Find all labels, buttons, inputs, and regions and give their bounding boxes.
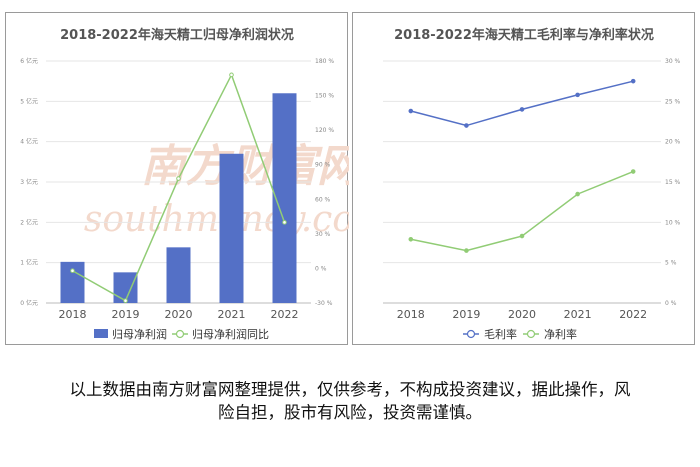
disclaimer-line-2: 险自担，股市有风险，投资需谨慎。	[218, 403, 482, 422]
series-point-0	[519, 107, 525, 112]
margin-chart: 2018-2022年海天精工毛利率与净利率状况 0 % 5 % 10 % 15 % 20 …	[383, 27, 681, 341]
y-right-tick: 30 %	[315, 231, 331, 238]
legend-bar-swatch	[94, 329, 108, 338]
disclaimer: 以上数据由南方财富网整理提供，仅供参考，不构成投资建议，据此操作，风 险自担，股…	[0, 378, 700, 424]
legend-label-0: 毛利率	[484, 327, 517, 341]
x-tick-label: 2020	[165, 308, 193, 321]
series-point-0	[630, 78, 636, 84]
y-right-tick: -30 %	[315, 300, 333, 307]
watermark-en: southmoney.com	[84, 199, 349, 240]
y-left-tick: 0 亿元	[20, 299, 38, 307]
yoy-point	[70, 268, 75, 274]
yoy-point	[176, 176, 181, 181]
x-tick-label: 2021	[218, 308, 246, 321]
x-tick-label: 2022	[619, 308, 647, 321]
series-point-0	[575, 92, 580, 98]
y-left-tick: 2 亿元	[20, 218, 38, 226]
y-right-tick: 15 %	[665, 179, 681, 186]
yoy-point	[282, 220, 287, 225]
series-point-1	[519, 233, 525, 239]
series-point-1	[630, 169, 636, 174]
x-tick-label: 2019	[112, 308, 140, 321]
chart-title: 2018-2022年海天精工毛利率与净利率状况	[394, 27, 654, 43]
y-left-tick: 5 亿元	[20, 97, 38, 105]
series-line-1	[410, 170, 634, 252]
y-right-tick: 25 %	[665, 98, 681, 105]
x-tick-label: 2019	[452, 308, 480, 321]
legend-marker-1	[526, 329, 536, 339]
x-tick-label: 2020	[508, 308, 536, 321]
y-left-tick: 6 亿元	[20, 57, 38, 65]
chart-title: 2018-2022年海天精工归母净利润状况	[60, 27, 294, 43]
net-profit-chart: 南方财富网southmoney.com2018-2022年海天精工归母净利润状况…	[20, 27, 349, 341]
legend-line-label: 归母净利润同比	[192, 327, 269, 341]
y-right-tick: 180 %	[315, 58, 334, 65]
legend-line-marker	[175, 329, 185, 339]
series-point-1	[464, 248, 469, 253]
yoy-point	[229, 72, 234, 78]
series-line-0	[410, 80, 634, 127]
y-right-tick: 0 %	[315, 265, 327, 272]
y-left-tick: 1 亿元	[20, 259, 38, 267]
bar	[113, 272, 138, 303]
right-chart-panel: 2018-2022年海天精工毛利率与净利率状况 0 % 5 % 10 % 15 % 20 …	[352, 12, 695, 345]
legend-bar-label: 归母净利润	[112, 327, 167, 341]
series-point-1	[408, 236, 414, 242]
y-right-tick: 60 %	[315, 196, 331, 203]
y-left-tick: 4 亿元	[20, 138, 38, 146]
series-point-0	[464, 123, 469, 128]
x-tick-label: 2021	[564, 308, 592, 321]
bar	[166, 247, 191, 303]
series-point-1	[575, 191, 580, 197]
bar	[219, 153, 244, 303]
y-right-tick: 20 %	[665, 139, 681, 146]
y-right-tick: 5 %	[665, 260, 677, 267]
x-tick-label: 2022	[271, 308, 299, 321]
y-right-tick: 150 %	[315, 93, 334, 100]
legend-label-1: 净利率	[544, 327, 577, 341]
yoy-point	[123, 298, 128, 303]
y-right-tick: 90 %	[315, 162, 331, 169]
y-right-tick: 30 %	[665, 58, 681, 65]
x-tick-label: 2018	[59, 308, 87, 321]
disclaimer-line-1: 以上数据由南方财富网整理提供，仅供参考，不构成投资建议，据此操作，风	[69, 380, 631, 399]
y-right-tick: 120 %	[315, 127, 334, 134]
bar	[60, 261, 85, 303]
left-chart-panel: 南方财富网southmoney.com2018-2022年海天精工归母净利润状况…	[5, 12, 349, 345]
y-right-tick: 0 %	[665, 300, 677, 307]
series-point-0	[408, 108, 414, 114]
x-tick-label: 2018	[397, 308, 425, 321]
legend-marker-0	[466, 329, 476, 339]
y-right-tick: 10 %	[665, 219, 681, 226]
y-left-tick: 3 亿元	[20, 178, 38, 186]
